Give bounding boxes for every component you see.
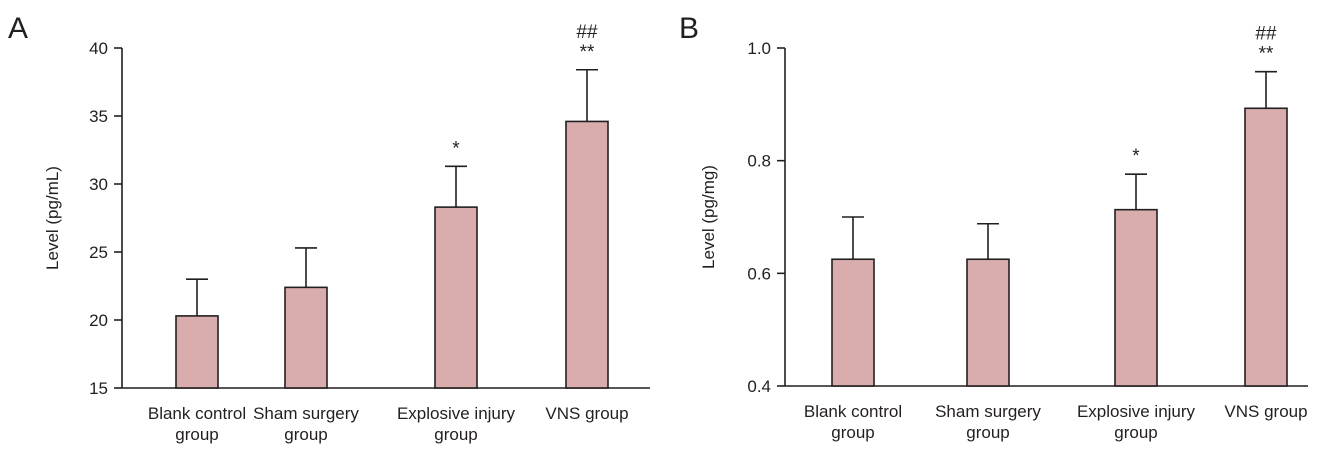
significance-marker: ** — [580, 42, 595, 63]
x-category-label: group — [831, 423, 874, 442]
panel-label: A — [8, 12, 28, 45]
x-category-label: group — [175, 425, 218, 444]
y-tick-label: 0.8 — [747, 152, 771, 171]
x-category-label: group — [1114, 423, 1157, 442]
y-tick-label: 0.6 — [747, 264, 771, 283]
y-tick-label: 25 — [89, 243, 108, 262]
significance-marker: ** — [1259, 44, 1274, 65]
x-category-label: VNS group — [1224, 402, 1307, 421]
y-tick-label: 0.4 — [747, 377, 771, 396]
significance-marker: * — [1132, 146, 1140, 167]
y-tick-label: 30 — [89, 175, 108, 194]
bar — [284, 286, 328, 389]
x-category-label: Blank control — [804, 402, 902, 421]
significance-marker: ## — [1255, 24, 1277, 45]
x-category-label: group — [434, 425, 477, 444]
bar — [1114, 208, 1158, 387]
significance-marker: * — [452, 138, 460, 159]
x-category-label: Blank control — [148, 404, 246, 423]
panel-label: B — [679, 12, 699, 45]
significance-marker: ## — [576, 22, 598, 43]
x-category-label: group — [966, 423, 1009, 442]
bar — [175, 315, 219, 389]
bar — [434, 206, 478, 389]
y-tick-label: 15 — [89, 379, 108, 398]
x-category-label: group — [284, 425, 327, 444]
y-tick-label: 35 — [89, 107, 108, 126]
chart-panel-b: B 0.4 0.6 0.8 1.0 Level (pg/mg) Blank control g… — [679, 12, 1308, 442]
x-category-label: Sham surgery — [935, 402, 1041, 421]
bar — [966, 258, 1010, 387]
x-category-label: Explosive injury — [1077, 402, 1196, 421]
chart-panel-a: A 15 20 25 30 35 40 Level (pg/mL) Blank control g… — [8, 12, 650, 444]
y-tick-label: 1.0 — [747, 39, 771, 58]
bar — [831, 258, 875, 387]
y-axis-title: Level (pg/mg) — [699, 165, 718, 269]
bar — [565, 120, 609, 389]
y-axis-title: Level (pg/mL) — [43, 166, 62, 270]
y-tick-label: 20 — [89, 311, 108, 330]
y-tick-label: 40 — [89, 39, 108, 58]
bar — [1244, 107, 1288, 387]
x-category-label: VNS group — [545, 404, 628, 423]
x-category-label: Explosive injury — [397, 404, 516, 423]
x-category-label: Sham surgery — [253, 404, 359, 423]
